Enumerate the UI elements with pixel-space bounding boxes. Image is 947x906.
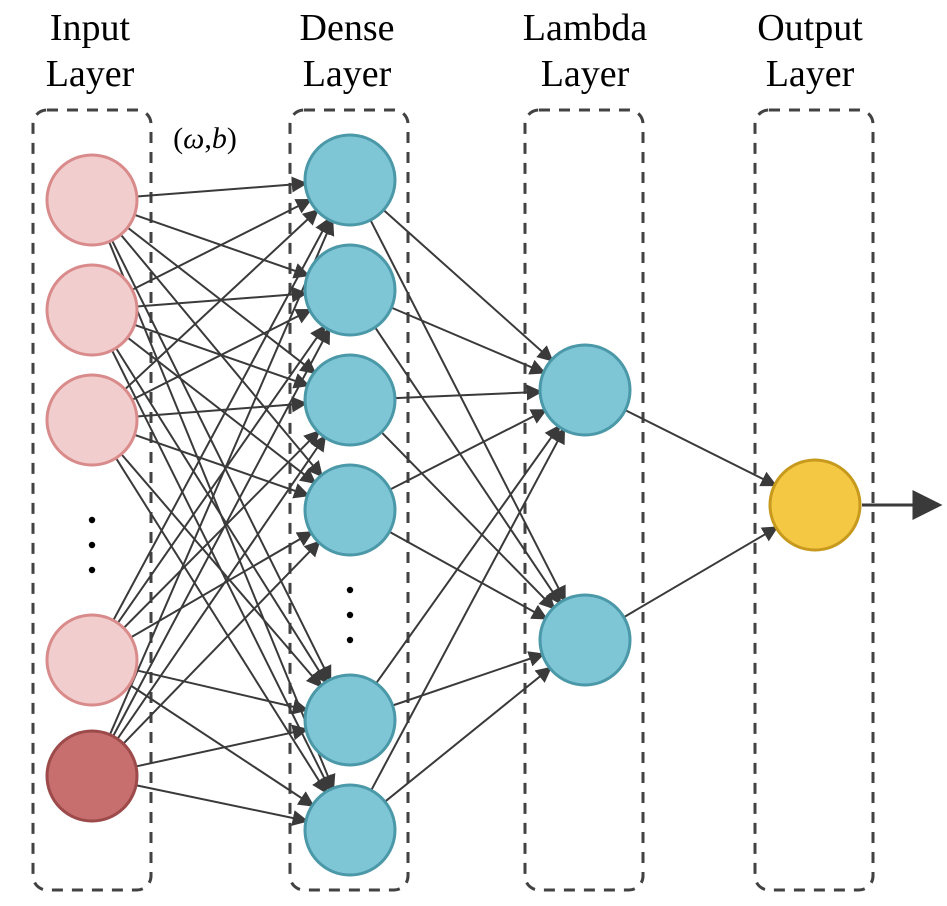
dense-label-line2: Layer <box>303 53 392 95</box>
dense-label-line1: Dense <box>300 7 395 49</box>
lambda-label-line1: Lambda <box>523 7 648 49</box>
dense-node-0 <box>305 135 395 225</box>
edge <box>385 668 550 801</box>
edge <box>395 392 540 398</box>
output-label-line1: Output <box>757 7 863 49</box>
edge <box>391 308 543 373</box>
lambda-node-1 <box>540 595 630 685</box>
lambda-label-line2: Layer <box>541 53 630 95</box>
edge <box>125 211 317 390</box>
lambda-node-0 <box>540 345 630 435</box>
input-node-3 <box>47 615 137 705</box>
output-label-line2: Layer <box>766 53 855 95</box>
weights-label: (ω,b) <box>173 122 237 155</box>
input-node-2 <box>47 375 137 465</box>
edge <box>136 730 306 767</box>
dense-node-5 <box>305 785 395 875</box>
edge <box>137 403 305 416</box>
edge <box>132 200 310 290</box>
input-node-1 <box>47 265 137 355</box>
edge <box>130 685 313 805</box>
input-node-4 <box>47 731 137 821</box>
input-ellipsis-dot-2 <box>89 567 95 573</box>
input-ellipsis-dot-1 <box>89 542 95 548</box>
dense-node-2 <box>305 355 395 445</box>
dense-ellipsis-dot-2 <box>347 637 353 643</box>
dense-ellipsis-dot-1 <box>347 612 353 618</box>
edge <box>624 528 776 617</box>
input-node-0 <box>47 155 137 245</box>
input-ellipsis-dot-0 <box>89 517 95 523</box>
edge <box>370 220 564 600</box>
lambda-layer-box <box>525 110 643 890</box>
output-node-0 <box>770 460 860 550</box>
edge <box>110 221 332 734</box>
edge <box>116 348 326 682</box>
dense-ellipsis-dot-0 <box>347 587 353 593</box>
edge <box>118 327 325 623</box>
input-label-line1: Input <box>50 7 131 49</box>
edge <box>393 655 543 706</box>
edge <box>113 330 329 737</box>
input-label-line2: Layer <box>46 53 135 95</box>
edge <box>116 458 326 792</box>
dense-node-3 <box>305 465 395 555</box>
dense-node-1 <box>305 245 395 335</box>
dense-node-4 <box>305 675 395 765</box>
edge <box>625 410 775 485</box>
edge <box>136 785 306 821</box>
edge <box>134 435 307 495</box>
edge <box>137 183 305 196</box>
